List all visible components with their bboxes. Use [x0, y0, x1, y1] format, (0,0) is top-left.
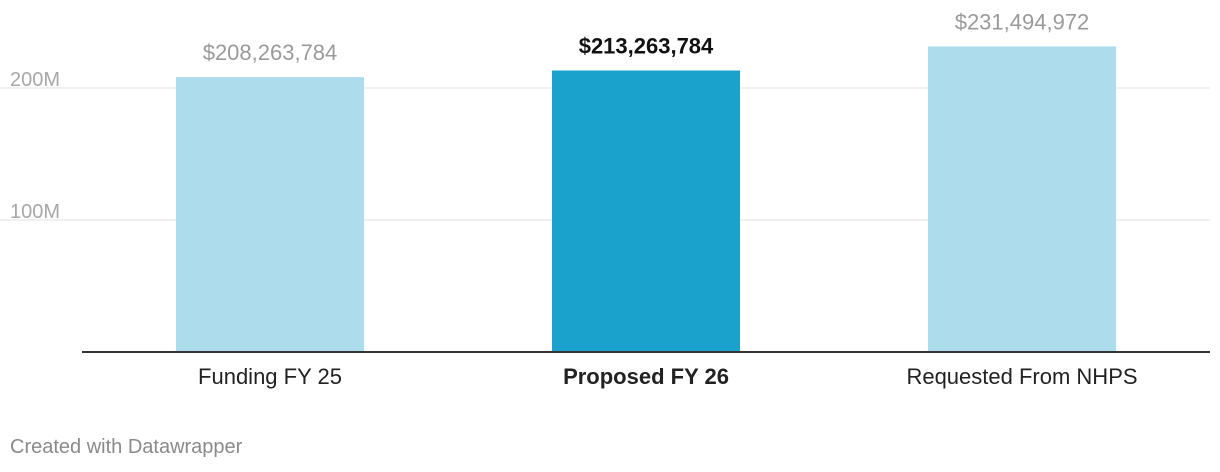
category-label: Requested From NHPS	[906, 364, 1137, 389]
datawrapper-credit: Created with Datawrapper	[10, 436, 243, 458]
bar-value-label: $213,263,784	[579, 33, 714, 58]
category-label: Proposed FY 26	[563, 364, 729, 389]
bar	[176, 77, 364, 353]
y-tick-label: 100M	[10, 201, 60, 223]
bar	[552, 70, 740, 352]
y-tick-label: 200M	[10, 69, 60, 91]
bar-value-label: $231,494,972	[955, 9, 1090, 34]
bar-value-label: $208,263,784	[203, 40, 338, 65]
category-label: Funding FY 25	[198, 364, 342, 389]
bar	[928, 46, 1116, 352]
